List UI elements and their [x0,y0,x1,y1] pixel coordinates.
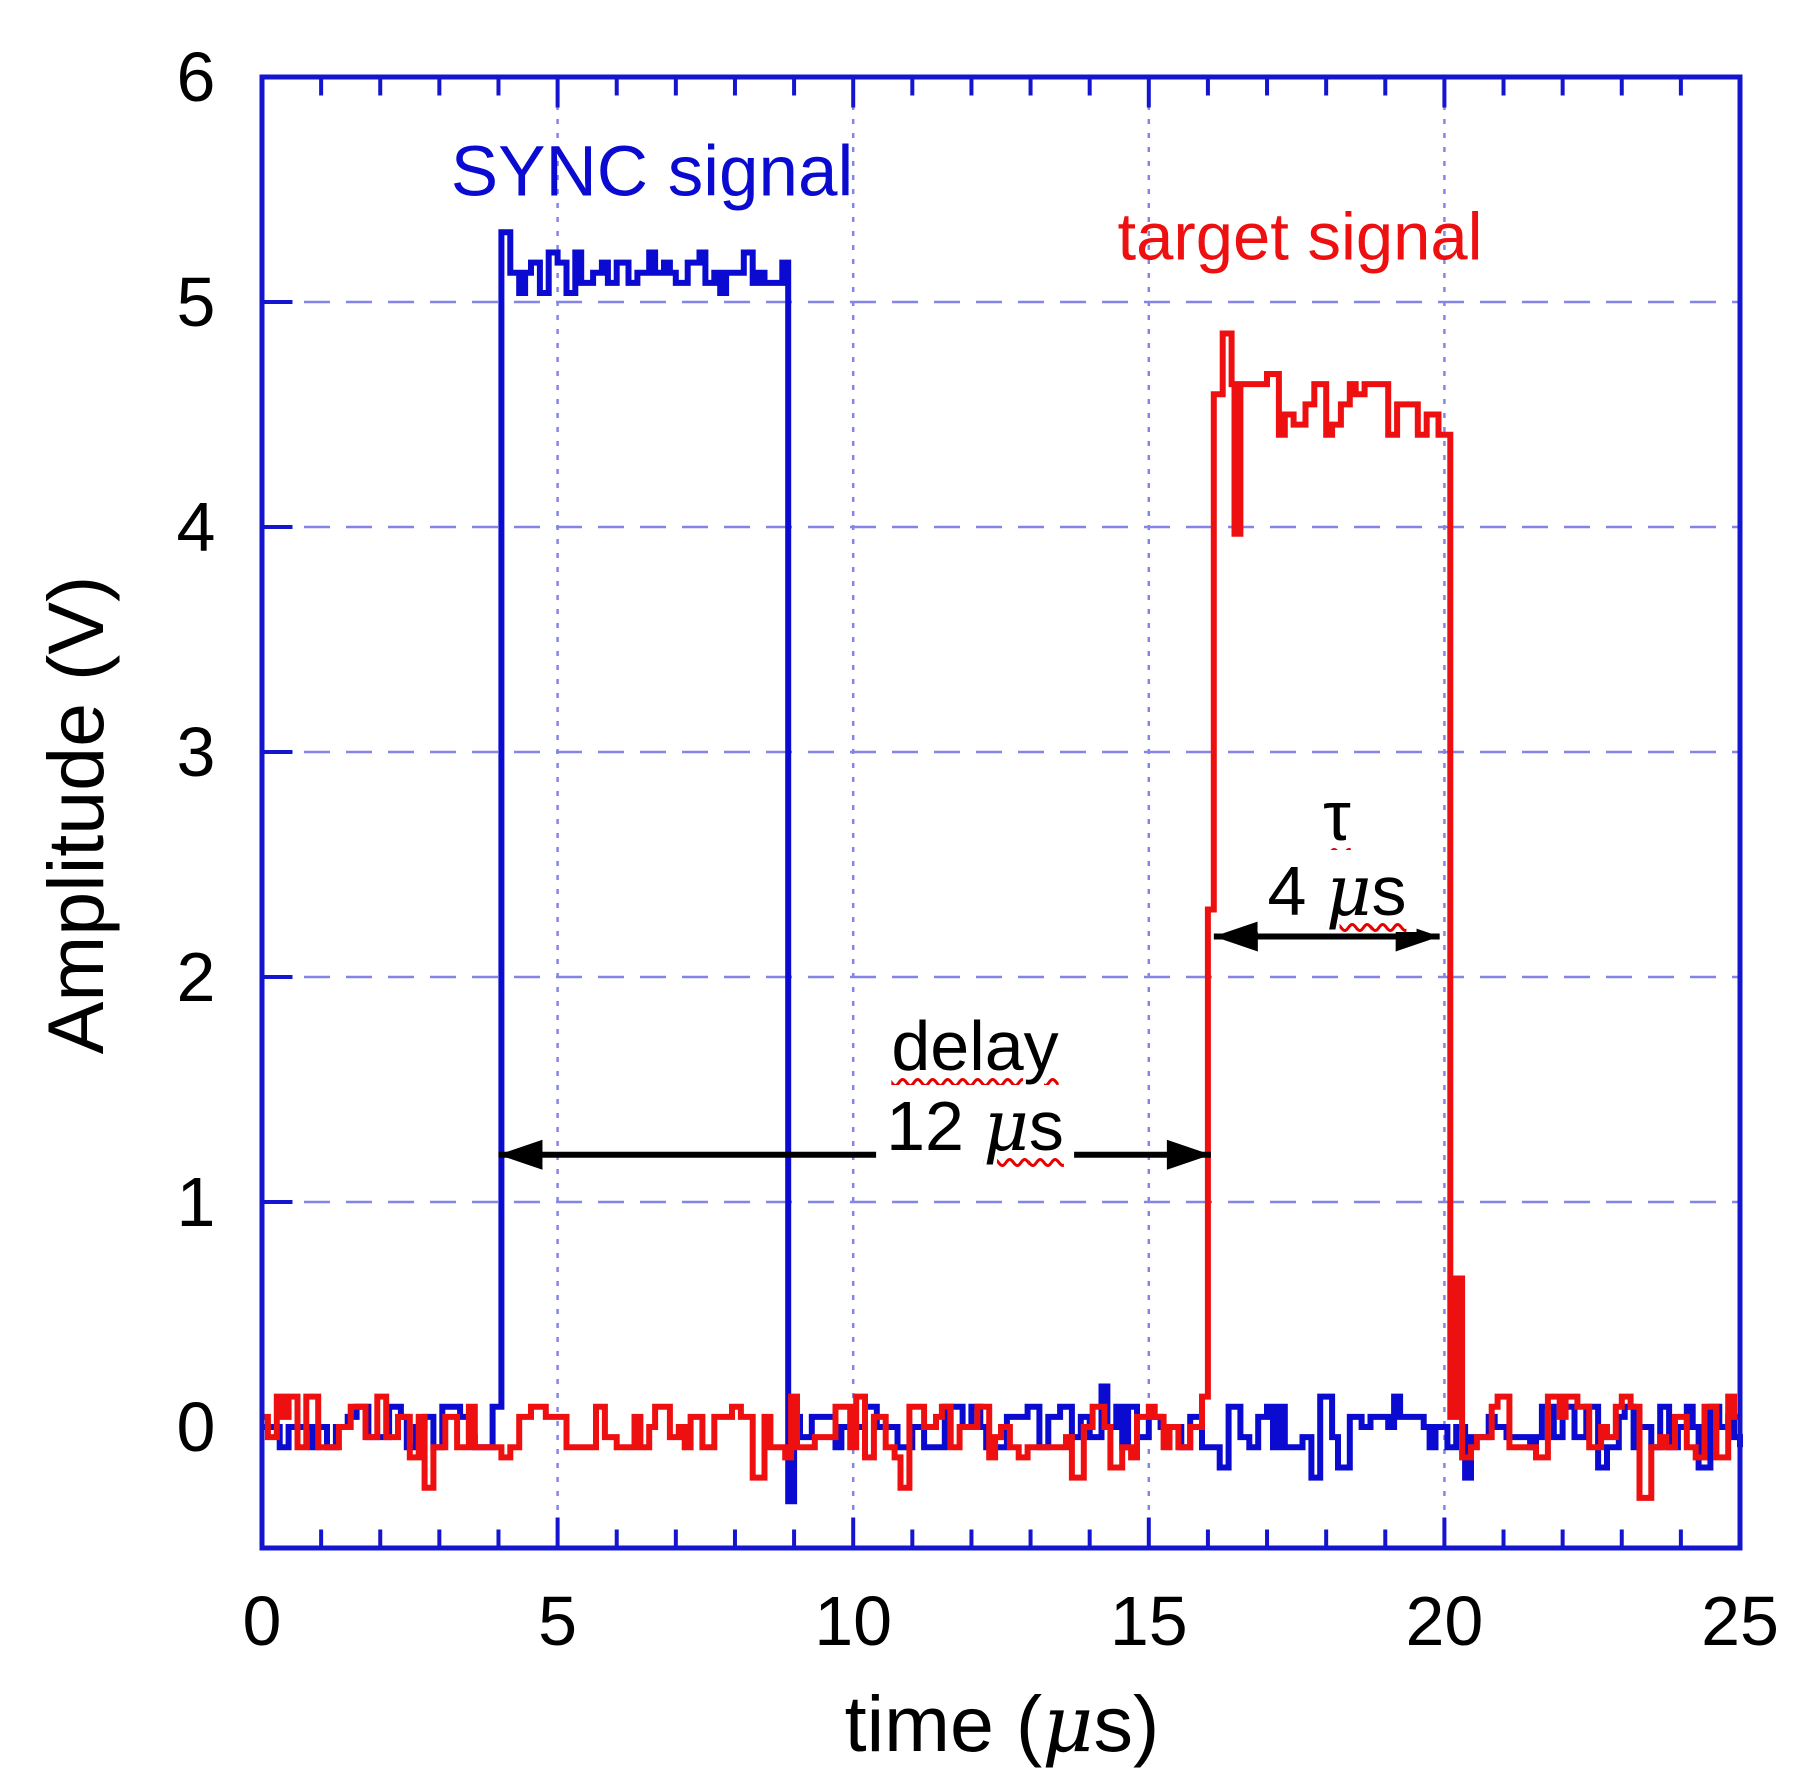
y-tick-label: 4 [176,488,216,566]
y-axis-title: Amplitude (V) [31,575,120,1055]
tau-arrow-head-left [1213,921,1258,952]
x-tick-label: 0 [242,1582,282,1660]
y-tick-label: 6 [176,38,216,116]
delay-arrow-head-left [498,1139,543,1170]
delay-value-unit: μs [983,1085,1064,1167]
x-tick-label: 20 [1405,1582,1484,1660]
target-signal-label: target signal [1117,199,1483,275]
y-tick-label: 5 [176,263,216,341]
x-tick-label: 15 [1109,1582,1188,1660]
delay-annotation-value: 12 μs [876,1085,1074,1167]
delay-annotation-word: delay [881,1006,1069,1086]
target-signal-trace [262,330,1740,1501]
sync-signal-trace [262,229,1743,1505]
x-tick-label: 25 [1701,1582,1779,1660]
delay-text: delay [891,1007,1059,1085]
tau-annotation-symbol: τ [1313,776,1361,856]
y-tick-label: 3 [176,713,216,791]
x-axis-title: time (μs) [844,1678,1160,1770]
x-tick-label: 10 [814,1582,893,1660]
delay-value-number: 12 [886,1087,984,1165]
y-tick-label: 2 [176,938,216,1016]
plot-frame [259,74,1743,1551]
tau-value-unit: μs [1325,850,1407,932]
tau-value-number: 4 [1267,852,1326,930]
y-tick-label: 1 [176,1163,216,1241]
x-tick-label: 5 [538,1582,578,1660]
sync-signal-label: SYNC signal [450,132,854,212]
tau-text: τ [1323,777,1351,855]
tau-annotation-value: 4 μs [1257,850,1417,932]
delay-arrow-head-right [1166,1139,1211,1170]
y-tick-label: 0 [176,1388,216,1466]
